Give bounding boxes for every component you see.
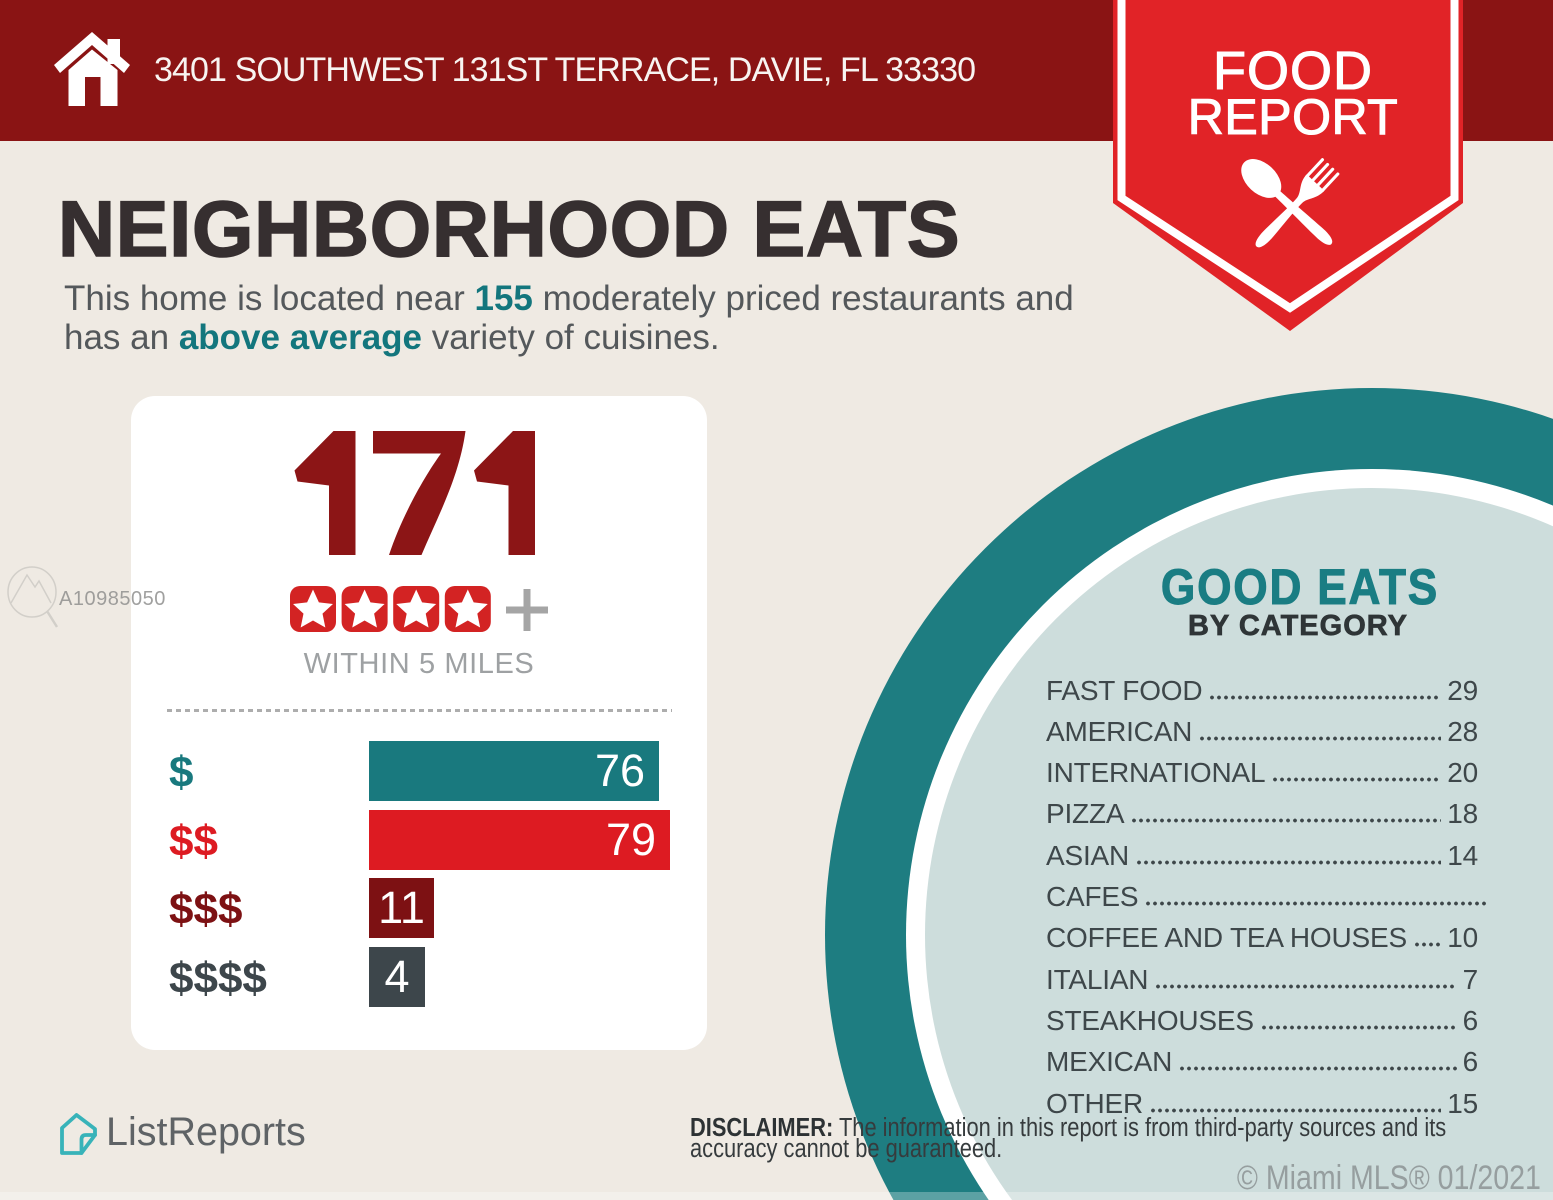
- svg-text:FOOD: FOOD: [1213, 41, 1373, 101]
- svg-text:REPORT: REPORT: [1188, 89, 1398, 145]
